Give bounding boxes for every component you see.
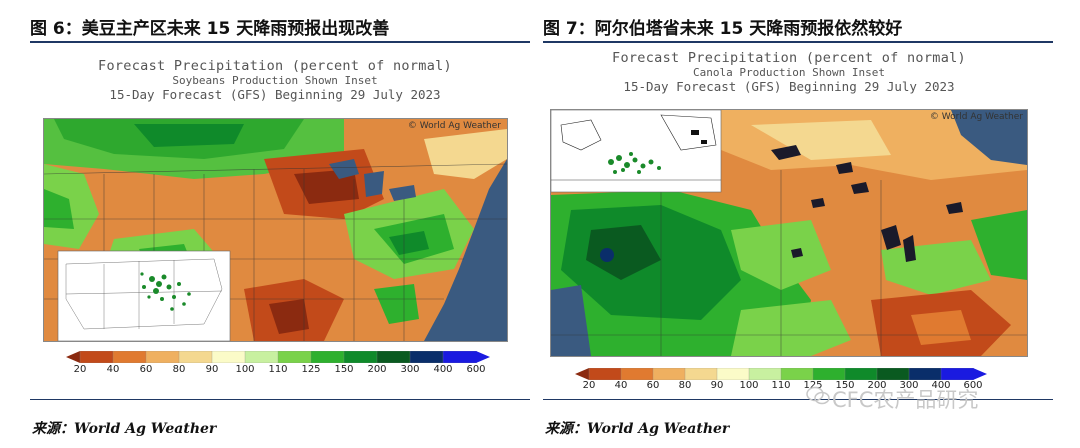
canada-precip-map-svg bbox=[551, 110, 1027, 356]
legend-label: 400 bbox=[433, 364, 453, 375]
legend-swatch bbox=[812, 368, 846, 380]
legend-swatch bbox=[908, 368, 942, 380]
legend-label: 200 bbox=[367, 364, 387, 375]
right-map-header: Forecast Precipitation (percent of norma… bbox=[552, 50, 1026, 94]
legend-swatch bbox=[310, 351, 345, 363]
legend-swatch bbox=[620, 368, 654, 380]
legend-label: 90 bbox=[205, 364, 219, 375]
legend-label: 60 bbox=[646, 380, 660, 391]
left-figure-title: 图 6：美豆主产区未来 15 天降雨预报出现改善 bbox=[30, 19, 390, 39]
us-precip-map-svg bbox=[44, 119, 507, 341]
canola-inset bbox=[551, 110, 722, 193]
legend-label: 300 bbox=[400, 364, 420, 375]
legend-label: 400 bbox=[931, 380, 951, 391]
legend-label: 20 bbox=[582, 380, 596, 391]
legend-swatch bbox=[876, 368, 910, 380]
legend-swatch bbox=[343, 351, 378, 363]
legend-swatch bbox=[178, 351, 213, 363]
right-legend-labels: 20 40 60 80 90 100 110 125 150 200 300 400 600 bbox=[575, 380, 987, 394]
legend-label: 100 bbox=[235, 364, 255, 375]
left-map-watermark: © World Ag Weather bbox=[407, 121, 501, 131]
left-map-header: Forecast Precipitation (percent of norma… bbox=[40, 58, 510, 102]
legend-label: 90 bbox=[710, 380, 724, 391]
legend-swatch bbox=[844, 368, 878, 380]
legend-swatch bbox=[79, 351, 114, 363]
legend-arrow-low bbox=[66, 351, 80, 363]
legend-arrow-high bbox=[476, 351, 490, 363]
left-map-heading-3: 15-Day Forecast (GFS) Beginning 29 July … bbox=[109, 87, 441, 102]
legend-label: 200 bbox=[867, 380, 887, 391]
right-legend-bar bbox=[575, 368, 987, 380]
legend-swatch bbox=[244, 351, 279, 363]
legend-label: 300 bbox=[899, 380, 919, 391]
legend-label: 80 bbox=[678, 380, 692, 391]
left-map-heading-2: Soybeans Production Shown Inset bbox=[172, 74, 378, 87]
legend-label: 125 bbox=[803, 380, 823, 391]
legend-swatch bbox=[780, 368, 814, 380]
right-map-heading-2: Canola Production Shown Inset bbox=[692, 66, 886, 79]
legend-label: 125 bbox=[301, 364, 321, 375]
legend-swatch bbox=[652, 368, 686, 380]
left-legend-bar bbox=[66, 351, 490, 363]
left-legend-labels: 20 40 60 80 90 100 110 125 150 200 300 400 600 bbox=[66, 364, 490, 378]
us-soybean-inset bbox=[57, 250, 231, 341]
right-map-heading-1: Forecast Precipitation (percent of norma… bbox=[612, 50, 966, 66]
legend-swatch bbox=[277, 351, 312, 363]
legend-arrow-low bbox=[575, 368, 589, 380]
legend-swatch bbox=[588, 368, 622, 380]
legend-label: 600 bbox=[963, 380, 983, 391]
legend-label: 40 bbox=[614, 380, 628, 391]
legend-arrow-high bbox=[973, 368, 987, 380]
canada-precip-map: © World Ag Weather bbox=[550, 109, 1028, 357]
wechat-icon bbox=[806, 386, 830, 405]
legend-label: 80 bbox=[172, 364, 186, 375]
legend-label: 110 bbox=[268, 364, 288, 375]
legend-swatch bbox=[748, 368, 782, 380]
legend-swatch bbox=[145, 351, 180, 363]
left-bottom-rule bbox=[30, 399, 530, 400]
left-source: 来源：World Ag Weather bbox=[32, 421, 217, 437]
right-title-rule bbox=[543, 41, 1053, 43]
legend-label: 150 bbox=[835, 380, 855, 391]
left-title-rule bbox=[30, 41, 530, 43]
us-precip-map: © World Ag Weather bbox=[43, 118, 508, 342]
right-map-watermark: © World Ag Weather bbox=[929, 112, 1023, 122]
legend-label: 150 bbox=[334, 364, 354, 375]
legend-label: 60 bbox=[139, 364, 153, 375]
legend-swatch bbox=[376, 351, 411, 363]
right-source: 来源：World Ag Weather bbox=[545, 421, 730, 437]
legend-swatch bbox=[442, 351, 477, 363]
right-figure-title: 图 7：阿尔伯塔省未来 15 天降雨预报依然较好 bbox=[543, 19, 903, 39]
left-map-heading-1: Forecast Precipitation (percent of norma… bbox=[98, 58, 452, 74]
legend-swatch bbox=[940, 368, 974, 380]
legend-label: 110 bbox=[771, 380, 791, 391]
legend-swatch bbox=[716, 368, 750, 380]
page-watermark: CFC农产品研究 bbox=[832, 388, 979, 412]
legend-label: 40 bbox=[106, 364, 120, 375]
legend-label: 20 bbox=[73, 364, 87, 375]
right-bottom-rule bbox=[543, 399, 1053, 400]
legend-swatch bbox=[684, 368, 718, 380]
legend-swatch bbox=[211, 351, 246, 363]
right-map-heading-3: 15-Day Forecast (GFS) Beginning 29 July … bbox=[623, 79, 955, 94]
legend-swatch bbox=[409, 351, 444, 363]
legend-label: 600 bbox=[466, 364, 486, 375]
legend-label: 100 bbox=[739, 380, 759, 391]
legend-swatch bbox=[112, 351, 147, 363]
